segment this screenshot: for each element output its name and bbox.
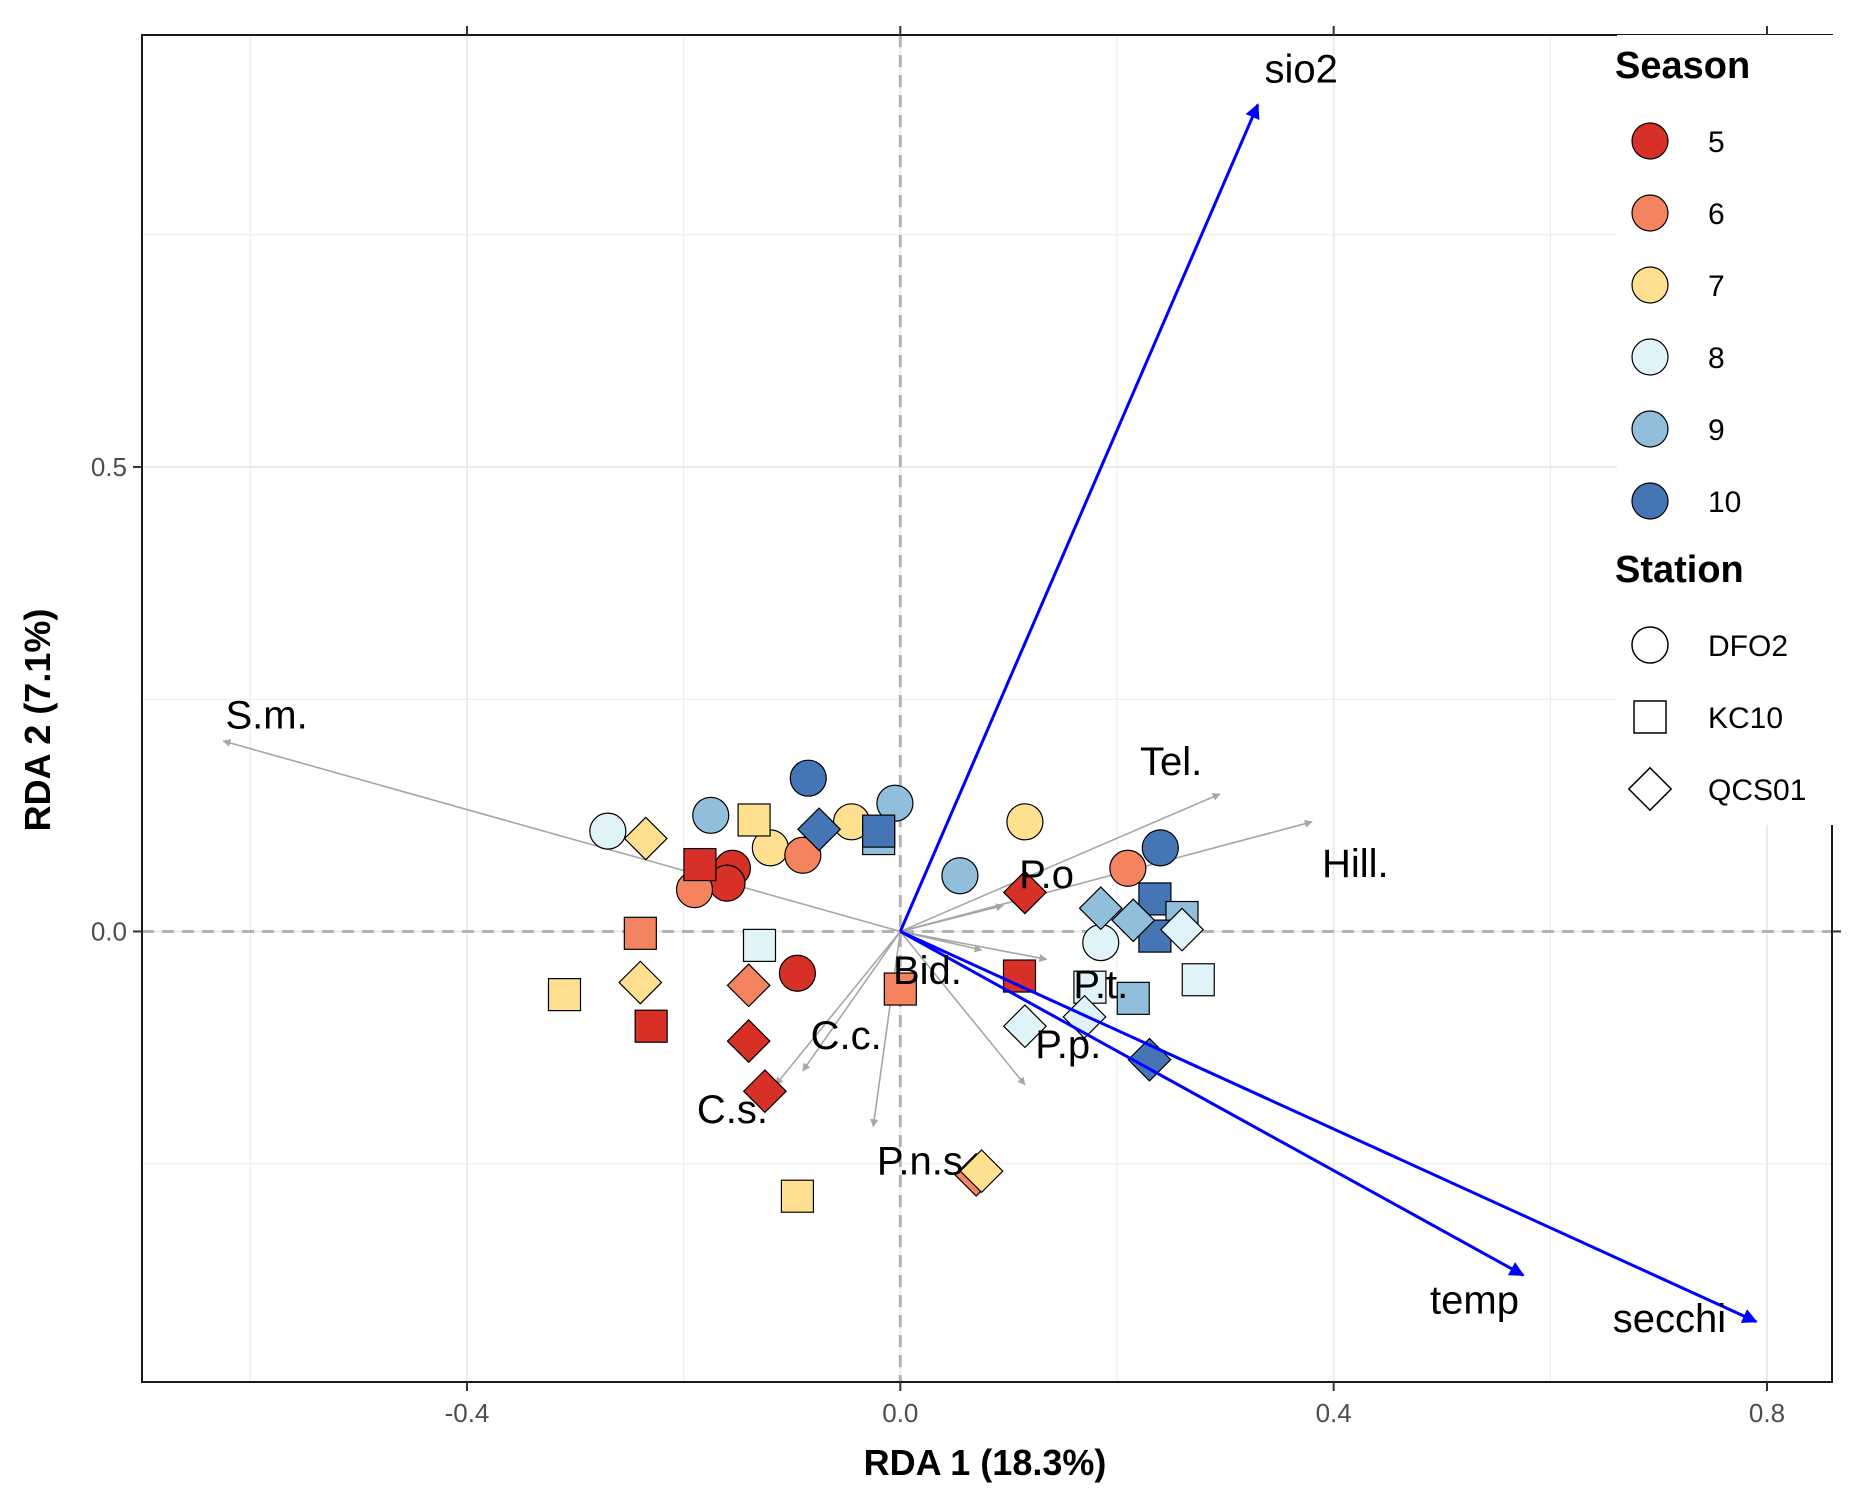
- legend-season-label: 10: [1708, 486, 1741, 519]
- point-kc10: [737, 803, 771, 837]
- species-label: P.p.: [1035, 1023, 1101, 1067]
- point-dfo2: [589, 812, 627, 850]
- species-label: C.c.: [811, 1014, 882, 1058]
- point-qcs01: [1111, 898, 1156, 943]
- species-vector-arrow: [900, 903, 1005, 933]
- point-dfo2: [1109, 849, 1147, 887]
- point-kc10: [1181, 963, 1215, 997]
- point-qcs01: [1002, 1004, 1047, 1049]
- legend-station-swatch: [1631, 626, 1669, 664]
- species-vector-arrow: [899, 930, 1026, 1086]
- point-qcs01: [1002, 870, 1047, 915]
- x-tick-label: 0.8: [1749, 1398, 1785, 1428]
- legend-season-swatch: [1631, 338, 1669, 376]
- legend-season-label: 6: [1708, 198, 1725, 231]
- legend-season-swatch: [1631, 410, 1669, 448]
- species-vectors: [222, 739, 1313, 1128]
- species-label: P.t.: [1073, 963, 1128, 1007]
- point-qcs01: [726, 1019, 771, 1064]
- species-label: Tel.: [1140, 740, 1202, 784]
- point-dfo2: [784, 836, 822, 874]
- sample-points: [547, 759, 1215, 1213]
- point-dfo2: [1006, 803, 1044, 841]
- legend-station-label: DFO2: [1708, 630, 1788, 663]
- point-qcs01: [959, 1149, 1004, 1194]
- legend-season-swatch: [1631, 266, 1669, 304]
- y-tick-label: 0.0: [91, 916, 127, 946]
- legend-season-label: 7: [1708, 270, 1725, 303]
- legend-station-label: KC10: [1708, 702, 1783, 735]
- legend-station-swatch: [1633, 700, 1667, 734]
- species-vector-arrow: [900, 930, 1048, 962]
- legend: Season Station 5 6 7 8 9 10 DFO2 KC10 QCS01: [1615, 35, 1860, 825]
- species-label: Hill.: [1322, 842, 1389, 886]
- point-kc10: [683, 847, 717, 882]
- point-kc10: [742, 928, 777, 962]
- species-vector-arrow: [222, 739, 901, 933]
- legend-station-swatch: [1627, 766, 1673, 812]
- point-qcs01: [742, 1069, 787, 1114]
- axis-ticks: -0.4 0.0 0.4 0.8 0.0 0.5: [91, 26, 1841, 1428]
- legend-station-label: QCS01: [1708, 774, 1806, 807]
- legend-season-swatch: [1631, 122, 1669, 160]
- x-tick-label: 0.0: [882, 1398, 918, 1428]
- point-kc10: [623, 916, 657, 950]
- legend-station-title: Station: [1615, 549, 1744, 591]
- y-axis-title: RDA 2 (7.1%): [17, 609, 58, 832]
- legend-station-items: DFO2 KC10 QCS01: [1627, 626, 1806, 812]
- env-vector-arrow: [898, 103, 1260, 933]
- point-dfo2: [941, 857, 979, 895]
- x-tick-label: 0.4: [1316, 1398, 1352, 1428]
- species-vector-arrow: [900, 793, 1221, 933]
- legend-season-swatch: [1631, 194, 1669, 232]
- species-label: P.o: [1019, 853, 1074, 897]
- point-kc10: [883, 972, 917, 1006]
- zero-reference-lines: [142, 35, 1832, 1382]
- legend-season-label: 5: [1708, 126, 1725, 159]
- point-dfo2: [692, 796, 730, 834]
- x-tick-label: -0.4: [445, 1398, 490, 1428]
- point-kc10: [1073, 970, 1107, 1004]
- vector-labels: S.m. Tel. Hill. P.o Bid. P.t. P.p. C.c. C.s. P.n.…: [225, 48, 1726, 1341]
- species-label: P.n.s: [877, 1139, 963, 1183]
- point-qcs01: [1159, 907, 1205, 952]
- environmental-vectors: [898, 103, 1758, 1323]
- species-label: S.m.: [225, 693, 307, 737]
- point-kc10: [780, 1179, 815, 1213]
- legend-season-title: Season: [1615, 45, 1750, 87]
- point-qcs01: [1078, 886, 1123, 931]
- env-vector-label: secchi: [1613, 1297, 1726, 1341]
- species-vector-arrow: [870, 931, 902, 1128]
- env-vector-arrow: [899, 930, 1525, 1277]
- y-tick-label: 0.5: [91, 452, 127, 482]
- legend-season-items: 5 6 7 8 9 10: [1631, 122, 1741, 520]
- point-kc10: [634, 1009, 668, 1043]
- env-vector-label: sio2: [1264, 48, 1337, 92]
- point-dfo2: [778, 954, 817, 992]
- point-qcs01: [623, 816, 668, 861]
- point-qcs01: [797, 807, 842, 852]
- species-label: C.s.: [697, 1088, 768, 1132]
- point-dfo2: [789, 759, 827, 797]
- point-kc10: [547, 978, 582, 1012]
- point-qcs01: [726, 963, 771, 1008]
- env-vector-arrow: [899, 930, 1758, 1323]
- point-kc10: [1116, 981, 1150, 1015]
- species-vector-arrow: [802, 930, 901, 1072]
- legend-season-label: 8: [1708, 342, 1725, 375]
- point-kc10: [862, 814, 896, 848]
- point-dfo2: [1141, 829, 1179, 867]
- env-vector-label: temp: [1430, 1279, 1519, 1323]
- species-label: Bid.: [893, 949, 962, 993]
- legend-season-swatch: [1631, 482, 1669, 520]
- point-qcs01: [618, 960, 663, 1005]
- x-axis-title: RDA 1 (18.3%): [864, 1442, 1107, 1483]
- legend-season-label: 9: [1708, 414, 1725, 447]
- species-vector-arrow: [900, 819, 1313, 933]
- species-vector-arrow: [775, 930, 901, 1086]
